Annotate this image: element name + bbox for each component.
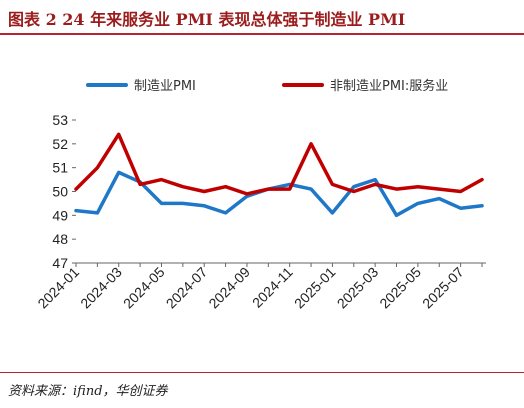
x-tick-label: 2025-07 <box>419 264 467 312</box>
line-chart: 制造业PMI 非制造业PMI:服务业474849505152532024-0120… <box>34 78 486 312</box>
x-tick-label: 2025-05 <box>376 264 424 312</box>
x-tick-label: 2024-09 <box>205 264 253 312</box>
y-tick-label: 53 <box>52 112 68 128</box>
legend-label: 制造业PMI <box>134 79 196 94</box>
y-tick-label: 51 <box>52 160 68 176</box>
source-note: 资料来源：ifind，华创证券 <box>8 384 168 399</box>
series-line <box>74 170 484 218</box>
y-tick-label: 47 <box>52 255 68 271</box>
title-rule <box>0 33 524 35</box>
x-tick-label: 2025-03 <box>334 264 382 312</box>
x-tick-label: 2025-01 <box>291 264 339 312</box>
x-tick-label: 2024-07 <box>163 264 211 312</box>
y-tick-label: 48 <box>52 231 68 247</box>
x-tick-label: 2024-05 <box>120 264 168 312</box>
y-tick-label: 52 <box>52 136 68 152</box>
x-tick-label: 2024-03 <box>77 264 125 312</box>
footer-rule <box>0 372 524 373</box>
series-line <box>74 132 484 196</box>
y-tick-label: 49 <box>52 207 68 223</box>
y-tick-label: 50 <box>52 184 68 200</box>
x-tick-label: 2024-11 <box>249 264 296 311</box>
legend-label: 非制造业PMI:服务业 <box>330 78 448 94</box>
chart-title: 图表 2 24 年来服务业 PMI 表现总体强于制造业 PMI <box>8 10 406 29</box>
